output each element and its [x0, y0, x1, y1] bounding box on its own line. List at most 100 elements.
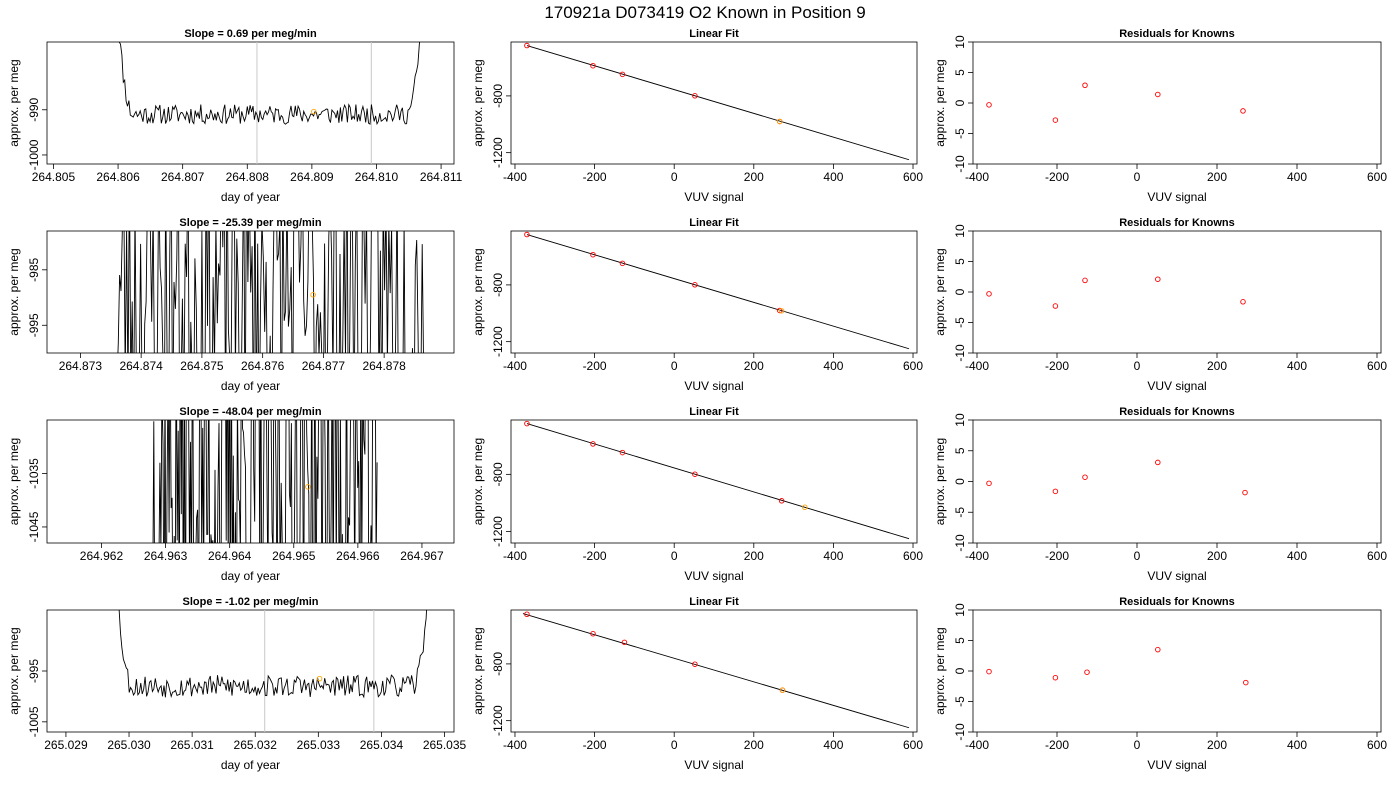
chart-panel: Linear Fit -400 -200 0 200 400 600 -800 -1200 VUV…: [471, 596, 923, 772]
x-tick-label: 0: [671, 738, 678, 752]
x-tick-label: 400: [1287, 738, 1307, 752]
x-tick-label: 264.874: [119, 359, 163, 373]
y-tick-label: 5: [953, 637, 967, 644]
data-point: [524, 42, 530, 49]
plot-frame: [46, 609, 455, 733]
x-tick-label: 264.873: [59, 359, 103, 373]
data-trace: [118, 610, 427, 699]
fit-line: [526, 45, 910, 161]
chart-panel: Residuals for Knowns -200 0 200 400 600 -400-1…: [933, 406, 1387, 583]
x-tick-label: 265.033: [297, 738, 341, 752]
chart-panel: Linear Fit -400 -200 0 200 400 600 -800 -1200 VUV…: [471, 406, 923, 583]
x-tick-label: 264.962: [80, 549, 124, 563]
x-tick-label: -200: [583, 170, 607, 184]
x-tick-label: 400: [823, 549, 843, 563]
data-point: [1155, 646, 1161, 653]
y-axis-label: approx. per meg: [471, 59, 485, 146]
x-tick-label: -200: [1045, 170, 1069, 184]
x-tick-label: 264.878: [362, 359, 406, 373]
data-point: [619, 260, 626, 267]
y-tick-label: -5: [953, 128, 967, 139]
y-axis-label: approx. per meg: [933, 59, 947, 146]
x-tick-label: 265.031: [170, 738, 214, 752]
x-tick-label: -200: [1045, 359, 1069, 373]
chart-title: Slope = 0.69 per meg/min: [184, 28, 317, 40]
x-axis-label: day of year: [221, 190, 280, 204]
x-axis-label: VUV signal: [684, 758, 743, 772]
y-tick-label: -10: [953, 723, 967, 741]
x-axis-label: day of year: [221, 758, 280, 772]
x-tick-label: 0: [1134, 359, 1141, 373]
y-tick-label: -800: [491, 273, 505, 297]
y-axis-label: approx. per meg: [471, 438, 485, 525]
x-tick-label: 264.808: [226, 170, 270, 184]
x-tick-label: 200: [1207, 549, 1227, 563]
y-tick-label: 10: [953, 413, 967, 427]
y-axis-label: approx. per meg: [471, 248, 485, 335]
y-tick-label: -5: [953, 317, 967, 328]
y-tick-label: -10: [953, 534, 967, 552]
y-tick-label: -995: [27, 659, 41, 683]
y-tick-label: -1200: [491, 137, 505, 168]
y-axis-label: approx. per meg: [933, 248, 947, 335]
x-tick-label: 264.964: [208, 549, 252, 563]
x-tick-label: 600: [903, 359, 923, 373]
data-point: [621, 639, 628, 646]
x-tick-label: 264.805: [32, 170, 76, 184]
plot-area: [524, 420, 910, 540]
plot-area: [986, 82, 1246, 123]
data-point: [619, 449, 626, 456]
x-axis-label: VUV signal: [1147, 569, 1206, 583]
data-point: [776, 118, 783, 125]
x-tick-label: -200: [583, 359, 607, 373]
data-point: [1052, 674, 1059, 681]
x-tick-label: -400: [965, 359, 989, 373]
x-tick-label: 200: [1207, 738, 1227, 752]
x-tick-label: 0: [671, 549, 678, 563]
x-tick-label: 600: [903, 170, 923, 184]
plot-frame: [510, 419, 918, 544]
y-tick-label: -800: [491, 84, 505, 108]
plot-area: [986, 459, 1248, 496]
chart-title: Linear Fit: [689, 406, 739, 418]
plot-frame: [46, 41, 455, 165]
y-tick-label: -10: [953, 155, 967, 173]
chart-panel: Slope = -25.39 per meg/min 264.873 264.874…: [7, 217, 455, 393]
y-tick-label: 0: [953, 288, 967, 295]
x-tick-label: 0: [1134, 170, 1141, 184]
x-tick-label: 265.034: [360, 738, 404, 752]
data-point: [802, 504, 808, 510]
x-tick-label: 264.877: [302, 359, 346, 373]
chart-title: Slope = -25.39 per meg/min: [179, 217, 321, 229]
y-axis-label: approx. per meg: [7, 59, 21, 146]
plot-area: [524, 231, 910, 350]
plot-frame: [972, 609, 1382, 733]
data-trace: [118, 42, 420, 126]
x-tick-label: 264.875: [180, 359, 224, 373]
chart-panel: Residuals for Knowns -200 0 200 400 600 -400-1…: [933, 217, 1387, 393]
x-tick-label: 600: [903, 738, 923, 752]
y-axis-label: approx. per meg: [7, 438, 21, 525]
chart-title: Residuals for Knowns: [1119, 217, 1235, 229]
y-tick-label: -1045: [27, 511, 41, 542]
x-tick-label: 400: [1287, 359, 1307, 373]
y-tick-label: 10: [953, 35, 967, 49]
data-point: [986, 668, 992, 675]
chart-panel: Linear Fit -400 -200 0 200 400 600 -800 -1200 VUV…: [471, 28, 923, 204]
x-tick-label: -200: [583, 549, 607, 563]
x-tick-label: 600: [1367, 170, 1387, 184]
chart-panel: Linear Fit -400 -200 0 200 400 600 -800 -1200 VUV…: [471, 217, 923, 393]
y-axis-label: approx. per meg: [471, 627, 485, 714]
x-tick-label: 0: [1134, 549, 1141, 563]
plot-frame: [510, 230, 918, 354]
x-tick-label: -200: [583, 738, 607, 752]
y-tick-label: -1200: [491, 705, 505, 736]
y-tick-label: -800: [491, 652, 505, 676]
data-point: [524, 611, 530, 618]
data-point: [779, 687, 786, 693]
data-point: [619, 71, 626, 78]
x-tick-label: 264.963: [144, 549, 188, 563]
plot-area: [986, 646, 1249, 686]
data-point: [778, 498, 785, 504]
